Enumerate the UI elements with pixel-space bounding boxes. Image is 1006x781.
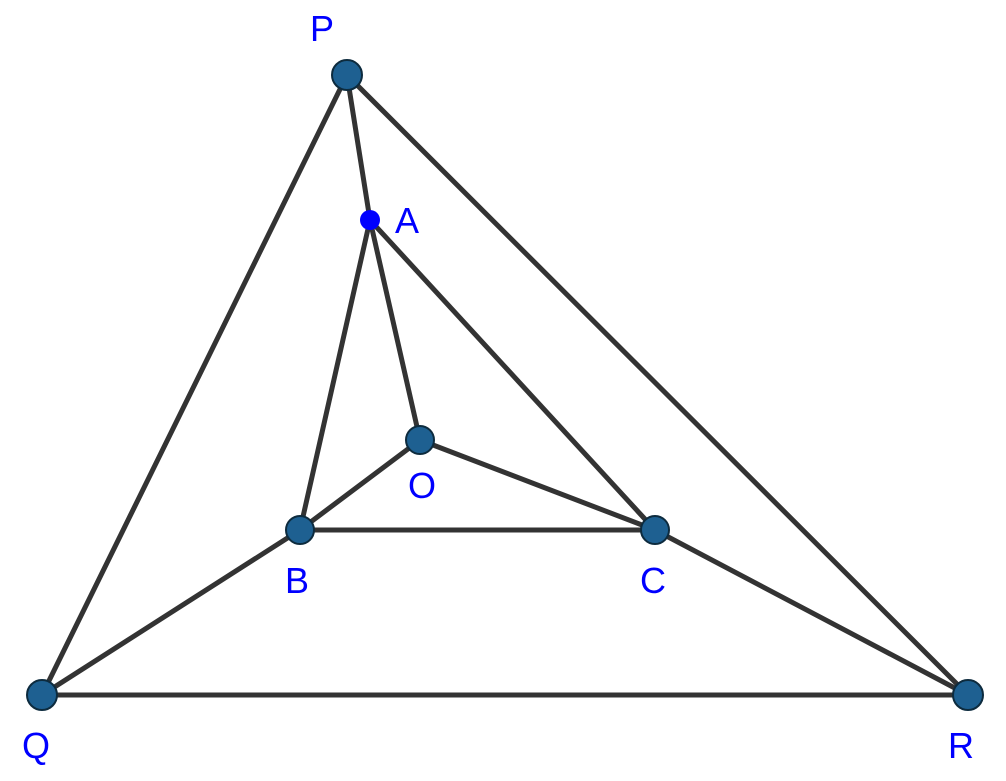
label-Q: Q	[22, 725, 50, 767]
geometry-diagram	[0, 0, 1006, 781]
edge-R-C	[655, 530, 968, 695]
label-A: A	[395, 200, 419, 242]
node-C	[641, 516, 669, 544]
label-O: O	[408, 465, 436, 507]
node-P	[332, 60, 362, 90]
node-O	[406, 426, 434, 454]
node-Q	[27, 680, 57, 710]
edge-A-O	[370, 220, 420, 440]
node-R	[953, 680, 983, 710]
edge-R-P	[347, 75, 968, 695]
label-P: P	[310, 8, 334, 50]
node-A	[360, 210, 380, 230]
edge-C-O	[420, 440, 655, 530]
node-B	[286, 516, 314, 544]
edge-P-Q	[42, 75, 347, 695]
label-B: B	[285, 560, 309, 602]
label-C: C	[640, 560, 666, 602]
label-R: R	[948, 725, 974, 767]
